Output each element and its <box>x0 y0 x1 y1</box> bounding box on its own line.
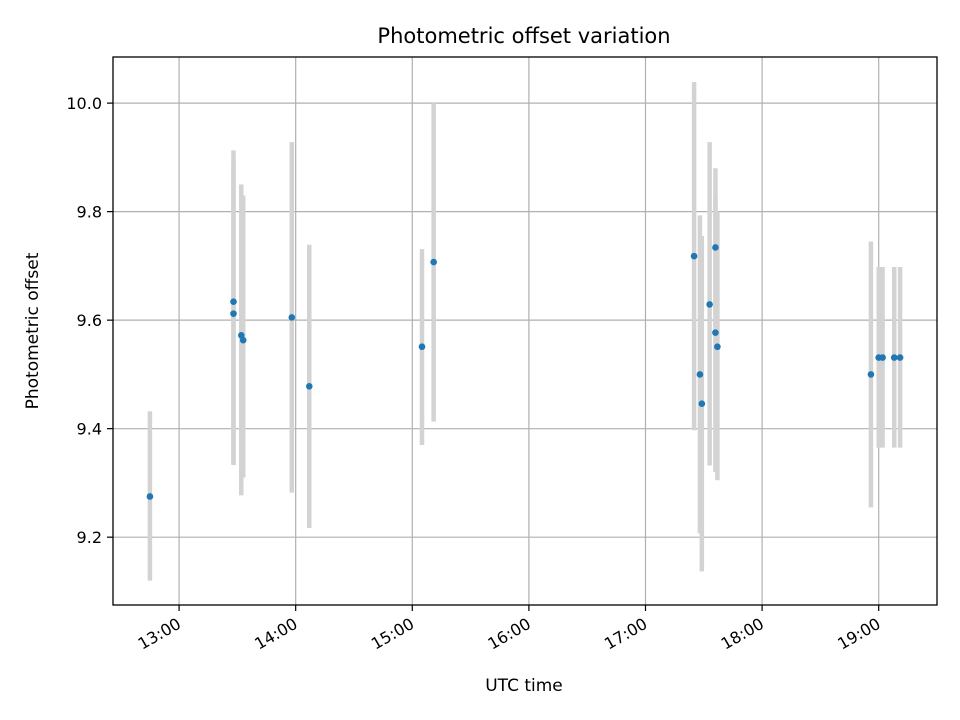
data-point <box>305 383 313 390</box>
data-point <box>690 252 698 260</box>
y-tick-label: 9.2 <box>77 528 102 547</box>
data-point <box>712 244 719 251</box>
x-tick-label: 18:00 <box>718 614 767 654</box>
y-axis-label: Photometric offset <box>23 252 43 409</box>
data-point <box>418 343 426 351</box>
axis-layer: 13:00 14:00 15:00 16:00 17:00 18:00 19:00 9.2 9.… <box>66 56 938 654</box>
data-point <box>712 329 719 336</box>
y-tick-label: 9.6 <box>77 311 102 330</box>
y-tick-label: 9.8 <box>77 203 102 222</box>
data-point <box>698 400 706 408</box>
data-point <box>146 493 154 500</box>
x-tick-label: 19:00 <box>834 614 883 654</box>
data-point <box>430 258 437 266</box>
data-point <box>696 371 704 378</box>
y-tick-label: 10.0 <box>66 94 102 113</box>
y-tick-label: 9.4 <box>77 420 102 439</box>
data-point <box>879 354 886 361</box>
plot-frame <box>112 56 938 606</box>
errorbar-layer <box>147 81 903 581</box>
data-point <box>714 343 721 351</box>
x-axis-label: UTC time <box>485 676 563 696</box>
grid-layer <box>113 57 937 605</box>
data-point <box>239 336 247 344</box>
data-point <box>230 298 237 306</box>
data-point <box>867 371 875 378</box>
x-tick-label: 13:00 <box>135 614 184 654</box>
data-point <box>896 354 904 361</box>
x-tick-label: 15:00 <box>368 614 417 654</box>
chart-title: Photometric offset variation <box>377 24 670 48</box>
x-tick-label: 16:00 <box>484 614 533 654</box>
data-point <box>706 301 713 308</box>
data-point <box>890 354 898 361</box>
x-tick-label: 17:00 <box>601 614 650 654</box>
point-layer <box>146 244 904 500</box>
data-point <box>288 314 296 321</box>
x-tick-label: 14:00 <box>251 614 300 654</box>
data-point <box>230 310 237 317</box>
